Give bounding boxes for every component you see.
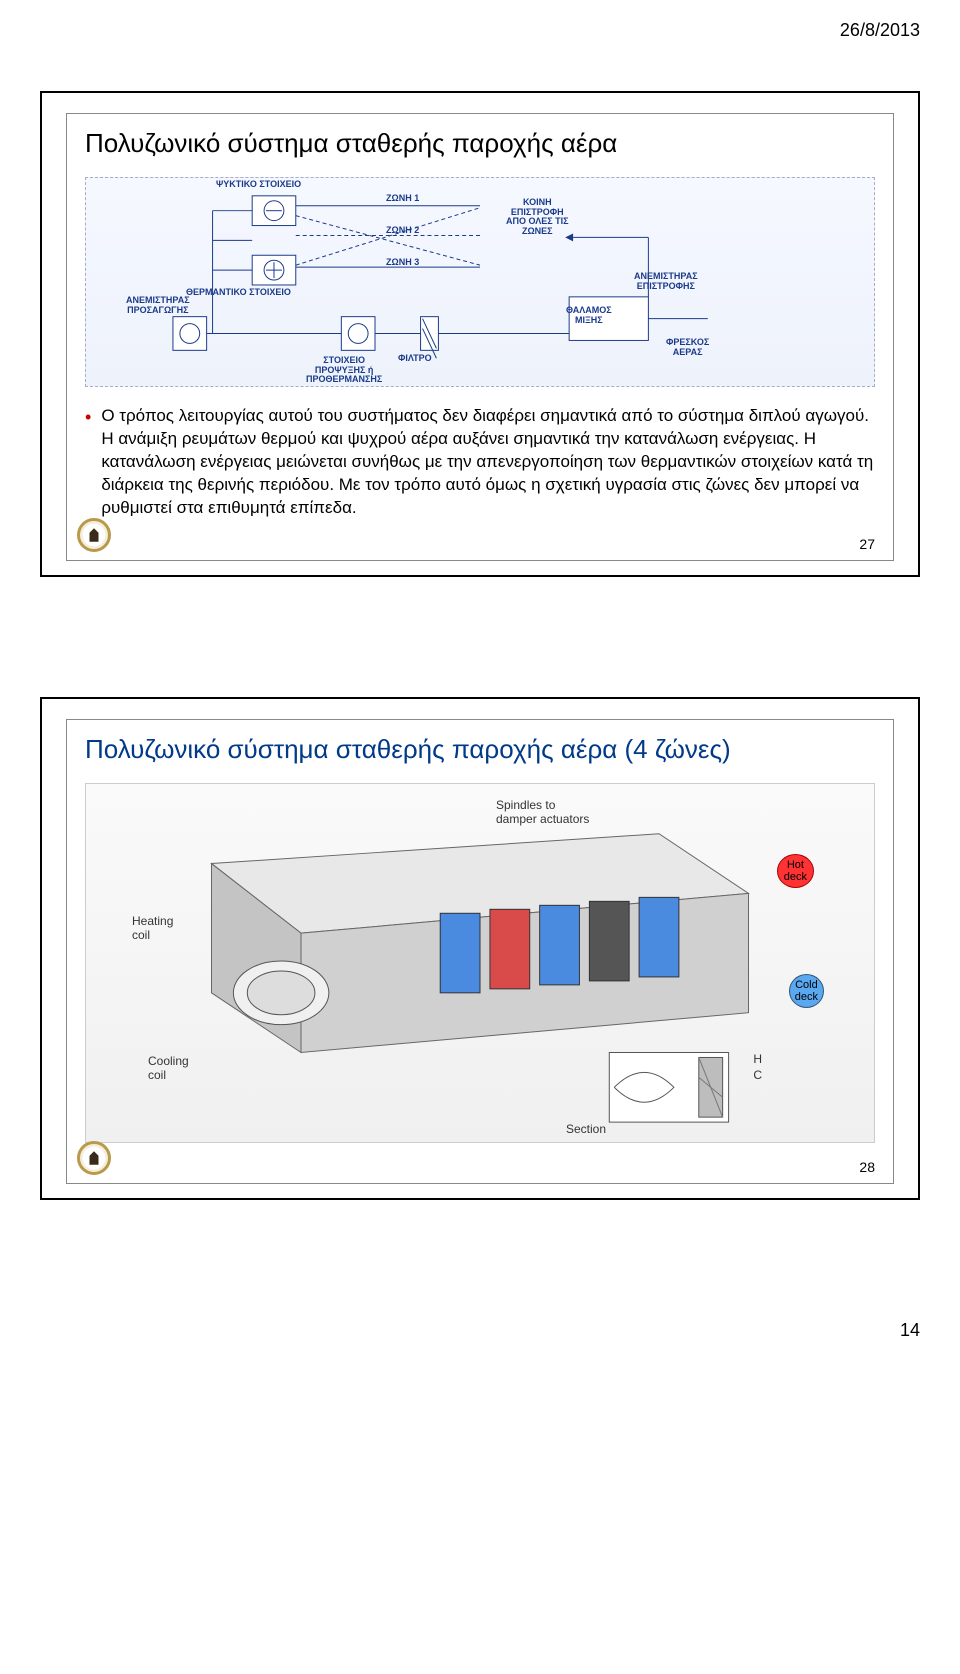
cold-deck-badge: Cold deck bbox=[789, 974, 824, 1008]
label-precool-preheat: ΣΤΟΙΧΕΙΟ ΠΡΟΨΥΞΗΣ ή ΠΡΟΘΕΡΜΑΝΣΗΣ bbox=[306, 356, 382, 384]
university-logo bbox=[77, 1141, 111, 1175]
slide-27: Πολυζωνικό σύστημα σταθερής παροχής αέρα bbox=[40, 91, 920, 577]
slide-28-number: 28 bbox=[859, 1159, 875, 1175]
label-section: Section bbox=[566, 1122, 606, 1136]
label-heating-coil-img: Heating coil bbox=[132, 914, 173, 942]
bullet-block: • Ο τρόπος λειτουργίας αυτού του συστήμα… bbox=[85, 405, 875, 520]
label-c: C bbox=[753, 1068, 762, 1082]
label-cooling-coil: ΨΥΚΤΙΚΟ ΣΤΟΙΧΕΙΟ bbox=[216, 180, 301, 189]
page-number: 14 bbox=[40, 1320, 920, 1341]
label-zone3: ΖΩΝΗ 3 bbox=[386, 258, 419, 267]
slide-27-inner: Πολυζωνικό σύστημα σταθερής παροχής αέρα bbox=[66, 113, 894, 561]
diagram-labels: ΨΥΚΤΙΚΟ ΣΤΟΙΧΕΙΟ ΖΩΝΗ 1 ΖΩΝΗ 2 ΖΩΝΗ 3 ΚΟ… bbox=[86, 178, 874, 386]
slide-28: Πολυζωνικό σύστημα σταθερής παροχής αέρα… bbox=[40, 697, 920, 1200]
slide-28-title: Πολυζωνικό σύστημα σταθερής παροχής αέρα… bbox=[85, 734, 875, 765]
bullet-marker-icon: • bbox=[85, 405, 91, 520]
logo-icon bbox=[85, 1149, 103, 1167]
label-supply-fan: ΑΝΕΜΙΣΤΗΡΑΣ ΠΡΟΣΑΓΩΓΗΣ bbox=[126, 296, 190, 315]
label-zone1: ΖΩΝΗ 1 bbox=[386, 194, 419, 203]
label-spindles: Spindles to damper actuators bbox=[496, 798, 589, 826]
label-cooling-coil-img: Cooling coil bbox=[148, 1054, 189, 1082]
label-mixing-chamber: ΘΑΛΑΜΟΣ ΜΙΞΗΣ bbox=[566, 306, 612, 325]
page-date: 26/8/2013 bbox=[40, 20, 920, 41]
multizone-unit-illustration: Heating coil Cooling coil Spindles to da… bbox=[85, 783, 875, 1143]
label-common-return: ΚΟΙΝΗ ΕΠΙΣΤΡΟΦΗ ΑΠΟ ΟΛΕΣ ΤΙΣ ΖΩΝΕΣ bbox=[506, 198, 569, 236]
hvac-flow-diagram: ΨΥΚΤΙΚΟ ΣΤΟΙΧΕΙΟ ΖΩΝΗ 1 ΖΩΝΗ 2 ΖΩΝΗ 3 ΚΟ… bbox=[85, 177, 875, 387]
label-filter: ΦΙΛΤΡΟ bbox=[398, 354, 432, 363]
logo-icon bbox=[85, 526, 103, 544]
slide-28-inner: Πολυζωνικό σύστημα σταθερής παροχής αέρα… bbox=[66, 719, 894, 1184]
unit-svg bbox=[86, 784, 874, 1142]
bullet-text: Ο τρόπος λειτουργίας αυτού του συστήματο… bbox=[101, 405, 875, 520]
label-h: H bbox=[753, 1052, 762, 1066]
label-zone2: ΖΩΝΗ 2 bbox=[386, 226, 419, 235]
label-heating-coil: ΘΕΡΜΑΝΤΙΚΟ ΣΤΟΙΧΕΙΟ bbox=[186, 288, 291, 297]
slide-27-title: Πολυζωνικό σύστημα σταθερής παροχής αέρα bbox=[85, 128, 875, 159]
label-fresh-air: ΦΡΕΣΚΟΣ ΑΕΡΑΣ bbox=[666, 338, 709, 357]
university-logo bbox=[77, 518, 111, 552]
slide-27-number: 27 bbox=[859, 536, 875, 552]
label-return-fan: ΑΝΕΜΙΣΤΗΡΑΣ ΕΠΙΣΤΡΟΦΗΣ bbox=[634, 272, 698, 291]
hot-deck-badge: Hot deck bbox=[777, 854, 814, 888]
